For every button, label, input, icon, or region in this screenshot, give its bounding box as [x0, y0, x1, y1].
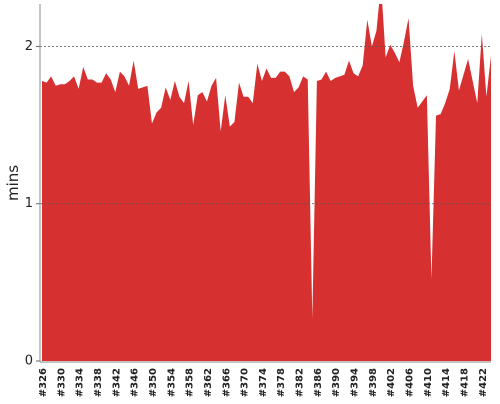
x-tick-label: #394 [350, 368, 361, 397]
x-tick-label: #342 [111, 368, 122, 397]
x-tick-label: #414 [441, 368, 452, 397]
plot-area [42, 4, 491, 361]
x-tick-label: #418 [460, 368, 471, 397]
y-tick-label: 0 [25, 354, 33, 369]
x-tick-label: #378 [276, 368, 287, 397]
x-tick-label: #406 [405, 368, 416, 397]
x-tick-label: #326 [38, 368, 49, 397]
x-tick-label: #350 [148, 368, 159, 397]
x-tick-label: #410 [423, 368, 434, 397]
y-axis-label: mins [4, 165, 22, 201]
x-tick-label: #362 [203, 368, 214, 397]
x-tick-label: #422 [478, 368, 489, 397]
x-tick-label: #398 [368, 368, 379, 397]
area [42, 4, 491, 361]
y-tick-label: 1 [25, 196, 33, 211]
x-tick-label: #334 [75, 368, 86, 397]
x-tick-label: #366 [221, 368, 232, 397]
x-tick-label: #358 [185, 368, 196, 397]
y-tick-label: 2 [25, 39, 33, 54]
x-tick-label: #386 [313, 368, 324, 397]
x-tick-label: #354 [166, 368, 177, 397]
x-tick-label: #374 [258, 368, 269, 397]
x-tick-label: #346 [130, 368, 141, 397]
x-tick-label: #370 [240, 368, 251, 397]
x-tick-label: #338 [93, 368, 104, 397]
x-tick-label: #330 [56, 368, 67, 397]
x-tick-label: #402 [386, 368, 397, 397]
x-tick-label: #382 [295, 368, 306, 397]
x-tick-label: #390 [331, 368, 342, 397]
